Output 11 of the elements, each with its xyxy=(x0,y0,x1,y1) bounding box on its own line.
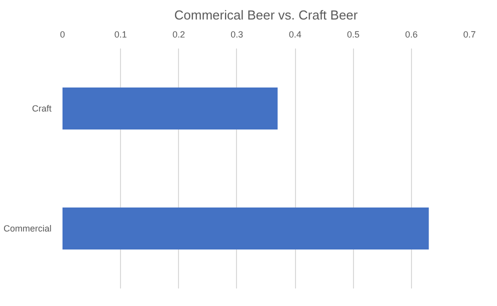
y-tick-label: Craft xyxy=(32,104,52,114)
x-tick-label: 0.1 xyxy=(114,30,127,40)
y-tick-label: Commercial xyxy=(3,224,52,234)
x-tick-label: 0.2 xyxy=(172,30,186,40)
x-tick-label: 0.5 xyxy=(346,30,360,40)
chart-title: Commerical Beer vs. Craft Beer xyxy=(174,8,358,22)
x-tick-label: 0.7 xyxy=(463,30,476,40)
x-tick-label: 0 xyxy=(60,30,66,40)
x-tick-label: 0.4 xyxy=(288,30,302,40)
x-tick-label: 0.3 xyxy=(230,30,244,40)
x-tick-label: 0.6 xyxy=(405,30,418,40)
